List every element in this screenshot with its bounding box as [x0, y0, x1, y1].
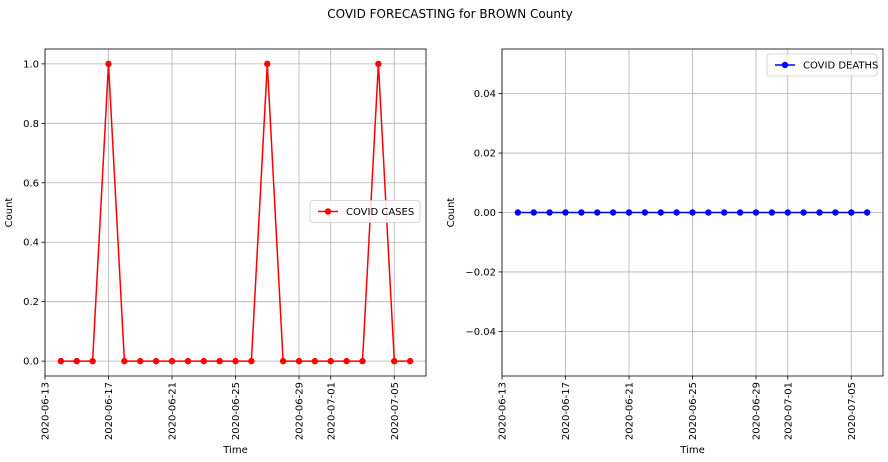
y-tick-label: 0.6	[23, 178, 39, 189]
legend-marker-swatch	[324, 208, 332, 215]
legend-label: COVID CASES	[346, 207, 414, 218]
x-tick-label: 2020-06-21	[168, 382, 179, 440]
data-point	[105, 60, 112, 68]
data-point	[359, 357, 366, 365]
data-point	[311, 357, 319, 365]
y-axis-label: Count	[4, 198, 15, 228]
x-tick-label: 2020-06-17	[561, 382, 572, 440]
x-tick-label: 2020-06-25	[688, 382, 699, 440]
data-point	[546, 209, 553, 216]
y-tick-label: 0.8	[23, 119, 39, 130]
data-point	[530, 209, 537, 216]
data-point	[200, 357, 207, 365]
data-point	[832, 209, 839, 216]
data-point	[673, 209, 680, 216]
data-point	[279, 357, 287, 365]
data-point	[594, 209, 601, 216]
data-point	[264, 60, 271, 68]
y-tick-label: −0.02	[465, 267, 496, 278]
chart-covid-deaths: 2020-06-13 2020-06-17 2020-06-21 2020-06-25…	[446, 48, 884, 456]
chart-covid-cases: 2020-06-13 2020-06-17 2020-06-21 2020-06-25…	[4, 48, 427, 456]
data-point	[184, 357, 192, 365]
y-axis-label: Count	[446, 198, 457, 228]
y-tick-label: 0.4	[23, 238, 39, 249]
y-tick-label: 1.0	[23, 59, 39, 70]
figure-title: COVID FORECASTING for BROWN County	[327, 7, 573, 21]
data-point	[343, 357, 350, 365]
data-point	[57, 357, 65, 365]
legend-frame	[766, 53, 878, 77]
data-point	[327, 357, 334, 365]
legend-frame	[309, 200, 421, 223]
data-point	[121, 357, 128, 365]
data-point	[689, 209, 696, 216]
y-tick-label: 0.0	[23, 357, 39, 368]
data-point	[391, 357, 398, 365]
data-point	[848, 209, 855, 216]
data-point	[657, 209, 664, 216]
data-point	[152, 357, 160, 365]
data-point	[232, 357, 239, 365]
data-point	[514, 209, 522, 216]
data-point	[375, 60, 382, 68]
y-tick-label: 0.04	[474, 89, 496, 100]
x-tick-label: 2020-07-01	[783, 382, 794, 440]
x-tick-label: 2020-06-25	[231, 382, 242, 440]
data-point	[406, 357, 414, 365]
x-tick-label: 2020-06-17	[104, 382, 115, 440]
data-point	[137, 357, 144, 365]
legend-marker-swatch	[781, 61, 789, 69]
legend: COVID DEATHS	[766, 53, 878, 77]
data-point	[562, 209, 569, 216]
data-point	[816, 209, 823, 216]
x-tick-label: 2020-06-21	[625, 382, 636, 440]
y-tick-label: 0.02	[474, 149, 496, 160]
legend-label: COVID DEATHS	[803, 61, 878, 72]
x-tick-label: 2020-06-29	[295, 382, 306, 440]
data-point	[641, 209, 649, 216]
x-tick-label: 2020-06-13	[41, 382, 52, 440]
data-point	[578, 209, 585, 216]
data-point	[768, 209, 776, 216]
data-point	[752, 209, 760, 216]
data-point	[705, 209, 712, 216]
data-point	[625, 209, 633, 216]
data-point	[89, 357, 96, 365]
y-tick-label: 0.00	[474, 208, 496, 219]
data-point	[73, 357, 80, 365]
data-point	[736, 209, 744, 216]
data-point	[248, 357, 255, 365]
x-axis-label: Time	[679, 445, 704, 456]
x-tick-label: 2020-06-29	[752, 382, 763, 440]
data-point	[168, 357, 176, 365]
data-point	[800, 209, 807, 216]
x-tick-label: 2020-07-01	[326, 382, 337, 440]
x-tick-label: 2020-07-05	[847, 382, 858, 440]
data-point	[609, 209, 617, 216]
x-tick-label: 2020-06-13	[498, 382, 509, 440]
data-point	[721, 209, 728, 216]
x-axis-label: Time	[222, 445, 247, 456]
y-tick-label: 0.2	[23, 297, 39, 308]
data-point	[216, 357, 223, 365]
y-tick-label: −0.04	[465, 327, 496, 338]
data-point	[295, 357, 303, 365]
legend: COVID CASES	[309, 200, 421, 223]
data-point	[863, 209, 871, 216]
x-tick-label: 2020-07-05	[390, 382, 401, 440]
data-point	[784, 209, 791, 216]
